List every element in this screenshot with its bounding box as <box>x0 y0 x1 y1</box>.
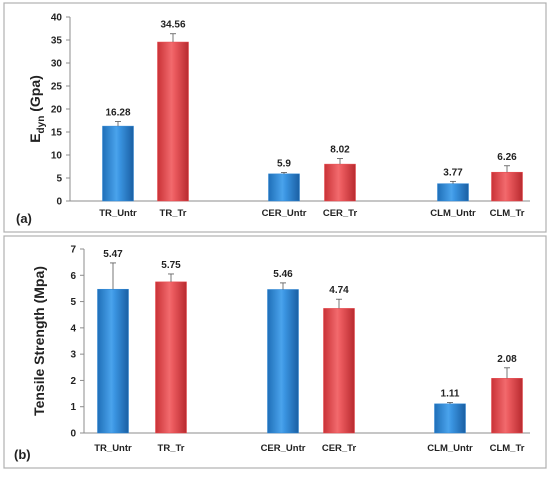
y-tick-label: 7 <box>70 245 76 256</box>
bar-TR_Untr <box>97 288 129 434</box>
y-tick-label: 2 <box>70 376 76 387</box>
panel-label: (b) <box>14 447 31 462</box>
bar-CER_Tr <box>323 308 355 434</box>
x-tick-label: CLM_Tr <box>490 208 525 219</box>
x-tick-label: CLM_Tr <box>490 443 525 454</box>
data-label: 4.74 <box>329 285 349 296</box>
x-tick-label: CER_Untr <box>261 443 306 454</box>
data-label: 3.77 <box>443 167 463 178</box>
y-tick-label: 3 <box>70 350 76 361</box>
y-tick-label: 10 <box>51 151 63 162</box>
x-tick-label: TR_Tr <box>160 208 187 219</box>
y-tick-label: 6 <box>70 271 76 282</box>
y-tick-label: 5 <box>56 174 62 185</box>
panel-label: (a) <box>16 211 32 226</box>
bar-CLM_Tr <box>491 378 523 434</box>
y-tick-label: 0 <box>70 429 76 440</box>
data-label: 1.11 <box>441 389 460 400</box>
y-tick-label: 25 <box>51 82 63 93</box>
bar-CLM_Untr <box>437 183 469 202</box>
x-tick-label: TR_Tr <box>158 443 185 454</box>
y-tick-label: 1 <box>70 402 76 413</box>
y-axis-title: Edyn (Gpa) <box>27 75 47 143</box>
data-label: 8.02 <box>330 145 350 156</box>
x-tick-label: TR_Untr <box>99 208 137 219</box>
bar-CER_Untr <box>267 289 299 434</box>
y-tick-label: 35 <box>51 36 63 47</box>
data-label: 5.9 <box>277 158 291 169</box>
y-tick-label: 40 <box>51 13 63 24</box>
data-label: 6.26 <box>497 152 517 163</box>
data-label: 5.47 <box>103 249 123 260</box>
y-tick-label: 5 <box>70 297 76 308</box>
y-tick-label: 20 <box>51 105 63 116</box>
y-axis-title: Tensile Strength (Mpa) <box>31 266 47 416</box>
y-tick-label: 0 <box>56 197 62 208</box>
bar-TR_Tr <box>155 281 187 434</box>
x-tick-label: TR_Untr <box>94 443 132 454</box>
data-label: 5.46 <box>273 269 293 280</box>
bar-TR_Tr <box>157 41 189 202</box>
x-tick-label: CER_Tr <box>323 208 358 219</box>
x-tick-label: CER_Tr <box>322 443 357 454</box>
bar-CER_Untr <box>268 173 300 202</box>
y-tick-label: 30 <box>51 59 63 70</box>
y-tick-label: 15 <box>51 128 63 139</box>
panel-a: 0 5 10 15 20 25 30 35 40 16.28 TR_Untr 34.56 TR_Tr 5.… <box>3 2 547 233</box>
x-tick-label: CLM_Untr <box>427 443 473 454</box>
data-label: 2.08 <box>497 354 517 365</box>
x-tick-label: CER_Untr <box>262 208 307 219</box>
data-label: 34.56 <box>160 20 185 31</box>
y-tick-label: 4 <box>70 323 76 334</box>
bar-CLM_Untr <box>434 403 466 434</box>
data-label: 16.28 <box>105 108 130 119</box>
panel-b: 0 1 2 3 4 5 6 7 5.47 TR_Untr 5.75 TR_Tr 5.46 CER_Untr… <box>3 235 547 469</box>
x-tick-label: CLM_Untr <box>430 208 476 219</box>
bar-CER_Tr <box>324 163 356 202</box>
bar-TR_Untr <box>102 125 134 202</box>
data-label: 5.75 <box>161 260 181 271</box>
bar-CLM_Tr <box>491 171 523 202</box>
